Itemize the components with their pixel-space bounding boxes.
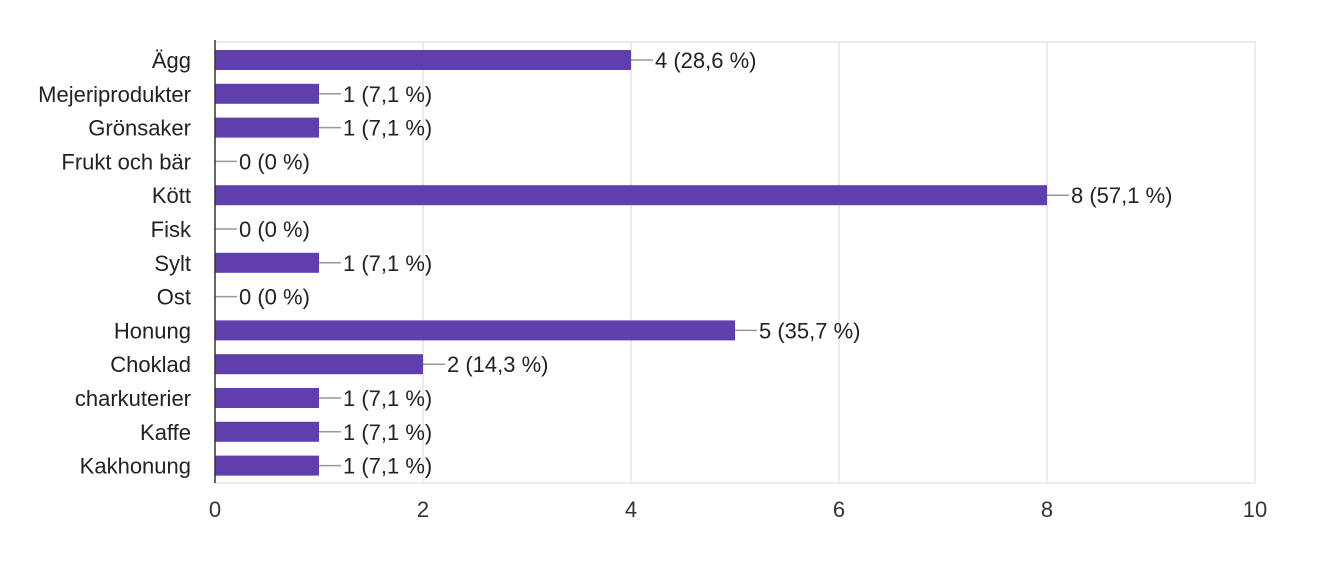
- x-tick-label: 4: [625, 497, 637, 522]
- bar: [215, 83, 319, 104]
- bar: [215, 354, 423, 375]
- x-axis-tick-labels: 0 2 4 6 8 10: [209, 497, 1267, 522]
- value-label: 1 (7,1 %): [343, 420, 432, 445]
- bar: [215, 252, 319, 273]
- bar: [215, 185, 1047, 206]
- bars: [215, 50, 1047, 476]
- category-label: Kött: [152, 183, 191, 208]
- value-label: 2 (14,3 %): [447, 352, 549, 377]
- category-label: Kaffe: [140, 420, 191, 445]
- value-label: 0 (0 %): [239, 217, 310, 242]
- value-label: 1 (7,1 %): [343, 251, 432, 276]
- value-labels: 4 (28,6 %) 1 (7,1 %) 1 (7,1 %) 0 (0 %) 8 (57…: [239, 48, 1173, 479]
- value-label: 1 (7,1 %): [343, 82, 432, 107]
- category-label: Grönsaker: [88, 116, 191, 141]
- category-label: Mejeriprodukter: [38, 82, 191, 107]
- category-label: Fisk: [151, 217, 192, 242]
- bar: [215, 50, 631, 70]
- x-tick-label: 6: [833, 497, 845, 522]
- category-label: charkuterier: [75, 386, 191, 411]
- leader-lines: [215, 59, 1069, 467]
- category-label: Sylt: [154, 251, 191, 276]
- category-label: Choklad: [110, 352, 191, 377]
- bar: [215, 421, 319, 442]
- category-label: Kakhonung: [80, 454, 191, 479]
- x-tick-label: 2: [417, 497, 429, 522]
- grid-lines: [215, 41, 1256, 484]
- value-label: 1 (7,1 %): [343, 454, 432, 479]
- value-label: 4 (28,6 %): [655, 48, 757, 73]
- category-label: Ost: [157, 285, 191, 310]
- category-labels: Ägg Mejeriprodukter Grönsaker Frukt och bär…: [38, 48, 192, 479]
- value-label: 1 (7,1 %): [343, 386, 432, 411]
- category-label: Ägg: [152, 48, 191, 73]
- value-label: 1 (7,1 %): [343, 116, 432, 141]
- value-label: 0 (0 %): [239, 149, 310, 174]
- bar: [215, 320, 735, 341]
- value-label: 0 (0 %): [239, 285, 310, 310]
- x-tick-label: 8: [1041, 497, 1053, 522]
- value-label: 8 (57,1 %): [1071, 183, 1173, 208]
- x-tick-label: 0: [209, 497, 221, 522]
- bar: [215, 388, 319, 408]
- bar: [215, 455, 319, 476]
- value-label: 5 (35,7 %): [759, 318, 861, 343]
- category-label: Honung: [114, 318, 191, 343]
- x-tick-label: 10: [1243, 497, 1267, 522]
- bar: [215, 117, 319, 138]
- category-label: Frukt och bär: [61, 149, 191, 174]
